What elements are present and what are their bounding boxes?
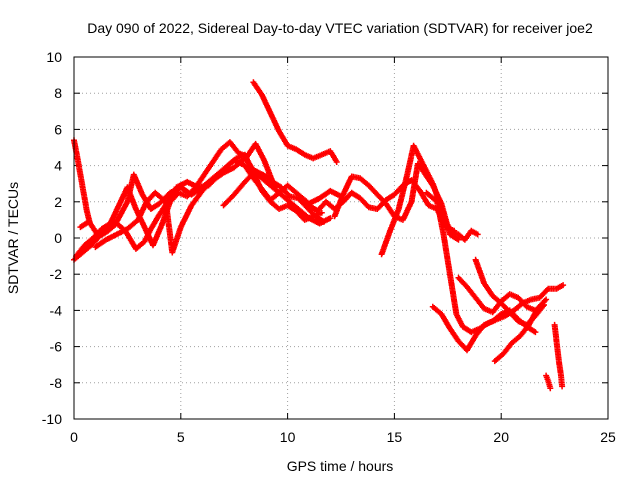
x-tick-label: 25 [600, 429, 616, 445]
marker-trail [543, 372, 554, 392]
marker-trail [378, 142, 481, 258]
y-tick-label: 8 [54, 85, 62, 101]
x-tick-label: 10 [280, 429, 296, 445]
y-tick-label: -4 [50, 302, 63, 318]
x-tick-label: 0 [70, 429, 78, 445]
axis-ticks: 0 5 10 15 20 25 -10 -8 -6 -4 -2 0 2 4 6 8 10 [42, 49, 616, 445]
marker-trail [551, 321, 566, 390]
marker-trail [92, 155, 334, 256]
y-tick-label: 4 [54, 158, 62, 174]
data-points [71, 79, 567, 392]
marker-trail [220, 168, 280, 209]
y-tick-label: -10 [42, 411, 62, 427]
plot-frame [73, 56, 609, 420]
series-arc10 [378, 142, 481, 258]
y-tick-label: 0 [54, 230, 62, 246]
x-axis-label: GPS time / hours [287, 458, 394, 474]
marker-trail [250, 79, 340, 165]
x-tick-label: 15 [387, 429, 403, 445]
series-arc6 [220, 168, 280, 209]
y-tick-label: 10 [46, 49, 62, 65]
series-arc15 [491, 296, 550, 365]
series-arc2 [71, 151, 325, 263]
marker-trail [491, 296, 550, 365]
x-tick-label: 5 [177, 429, 185, 445]
series-arc17 [551, 321, 566, 390]
series-arc16 [543, 372, 554, 392]
y-axis-label: SDTVAR / TECUs [5, 182, 21, 294]
chart-title: Day 090 of 2022, Sidereal Day-to-day VTE… [87, 20, 593, 36]
y-tick-label: -6 [50, 339, 63, 355]
x-tick-label: 20 [493, 429, 509, 445]
series-arc5 [92, 155, 334, 256]
marker-trail [71, 151, 325, 263]
y-tick-label: -8 [50, 375, 63, 391]
y-tick-label: -2 [50, 266, 63, 282]
y-tick-label: 6 [54, 121, 62, 137]
y-tick-label: 2 [54, 194, 62, 210]
series-arc7 [250, 79, 340, 165]
